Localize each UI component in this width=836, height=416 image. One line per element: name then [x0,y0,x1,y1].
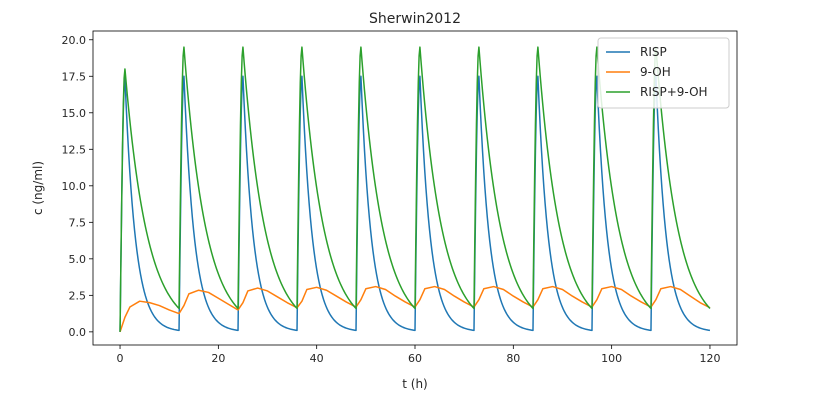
x-tick-label: 0 [117,352,124,365]
x-tick-label: 20 [211,352,225,365]
y-axis-label: c (ng/ml) [31,161,45,215]
legend-label: 9-OH [640,65,671,79]
series-line-risp [119,75,711,332]
chart-title: Sherwin2012 [369,11,461,27]
y-tick-label: 10.0 [62,180,87,193]
x-tick-label: 100 [601,352,622,365]
legend-label: RISP+9-OH [640,85,708,99]
y-tick-label: 5.0 [69,253,87,266]
legend: RISP 9-OH RISP+9-OH [597,37,730,109]
x-tick-label: 60 [408,352,422,365]
x-axis: 0 20 40 60 80 100 120 [117,345,720,365]
x-axis-label: t (h) [402,377,428,391]
legend-box [597,37,730,109]
y-tick-label: 12.5 [62,143,87,156]
x-tick-label: 120 [699,352,720,365]
y-tick-label: 2.5 [69,289,87,302]
y-tick-label: 20.0 [62,34,87,47]
y-axis: 0.0 2.5 5.0 7.5 10.0 12.5 15.0 17.5 20.0 [62,34,93,339]
y-tick-label: 0.0 [69,326,87,339]
x-tick-label: 40 [310,352,324,365]
y-tick-label: 15.0 [62,107,87,120]
legend-label: RISP [640,45,667,59]
x-tick-label: 80 [506,352,520,365]
series-line-risp-9-oh [119,46,711,332]
y-tick-label: 7.5 [69,216,87,229]
y-tick-label: 17.5 [62,70,87,83]
series-layer [119,46,711,333]
